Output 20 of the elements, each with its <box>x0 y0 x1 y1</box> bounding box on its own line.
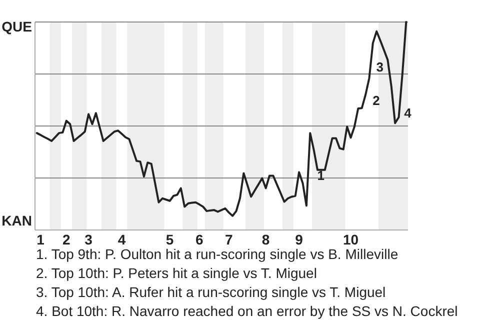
x-tick-label: 4 <box>118 232 126 248</box>
x-tick-label: 6 <box>195 232 204 248</box>
annotation: 3 <box>376 60 384 75</box>
text: 4. Bot 10th: R. Navarro reached on an error by the SS vs N. Cockrel <box>36 303 458 319</box>
x-tick-label: 9 <box>295 232 304 248</box>
annotation: 4 <box>404 105 412 120</box>
x-tick-label: 2 <box>62 232 70 248</box>
x-tick-label: 7 <box>224 232 233 248</box>
x-tick-label: 10 <box>342 232 359 248</box>
x-tick-label: 3 <box>84 232 93 248</box>
annotation: 2 <box>372 92 380 108</box>
text: QUE <box>2 18 32 35</box>
annotation: 1 <box>317 168 324 183</box>
x-tick-label: 8 <box>262 232 270 248</box>
text: 1. Top 9th: P. Oulton hit a run-scoring single vs B. Milleville <box>36 246 398 262</box>
x-tick-label: 5 <box>166 232 174 248</box>
text: 2. Top 10th: P. Peters hit a single vs T. Miguel <box>36 265 317 281</box>
text: KAN <box>2 212 32 229</box>
text: 3. Top 10th: A. Rufer hit a run-scoring single vs T. Miguel <box>36 284 386 300</box>
x-tick-label: 1 <box>36 232 45 248</box>
